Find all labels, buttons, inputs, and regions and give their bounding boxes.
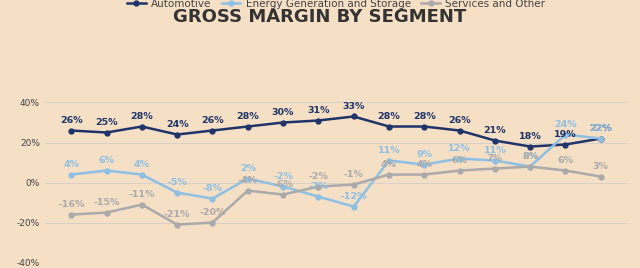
Text: -8%: -8% bbox=[202, 184, 223, 193]
Text: 3%: 3% bbox=[593, 162, 609, 171]
Text: 6%: 6% bbox=[99, 156, 115, 165]
Text: 19%: 19% bbox=[554, 130, 577, 139]
Text: 11%: 11% bbox=[378, 146, 400, 155]
Text: 8%: 8% bbox=[522, 152, 538, 161]
Text: -21%: -21% bbox=[164, 210, 191, 219]
Text: 28%: 28% bbox=[236, 112, 259, 121]
Text: 2%: 2% bbox=[240, 164, 256, 173]
Text: 6%: 6% bbox=[557, 156, 573, 165]
Text: 33%: 33% bbox=[342, 102, 365, 111]
Text: 9%: 9% bbox=[416, 150, 432, 159]
Text: -20%: -20% bbox=[199, 208, 226, 217]
Text: -5%: -5% bbox=[167, 178, 187, 187]
Text: 21%: 21% bbox=[484, 126, 506, 135]
Text: -1%: -1% bbox=[344, 170, 364, 179]
Text: 24%: 24% bbox=[166, 120, 188, 129]
Text: -2%: -2% bbox=[308, 172, 328, 181]
Text: 28%: 28% bbox=[378, 112, 401, 121]
Text: -16%: -16% bbox=[58, 200, 84, 209]
Text: GROSS MARGIN BY SEGMENT: GROSS MARGIN BY SEGMENT bbox=[173, 8, 467, 26]
Text: -7%: -7% bbox=[308, 182, 328, 191]
Legend: Automotive, Energy Generation and Storage, Services and Other: Automotive, Energy Generation and Storag… bbox=[127, 0, 545, 9]
Text: 12%: 12% bbox=[448, 144, 471, 153]
Text: -2%: -2% bbox=[273, 172, 293, 181]
Text: 28%: 28% bbox=[131, 112, 153, 121]
Text: 4%: 4% bbox=[63, 160, 79, 169]
Text: 31%: 31% bbox=[307, 106, 330, 115]
Text: 25%: 25% bbox=[95, 118, 118, 127]
Text: 26%: 26% bbox=[60, 116, 83, 125]
Text: 4%: 4% bbox=[381, 160, 397, 169]
Text: -15%: -15% bbox=[93, 198, 120, 207]
Text: 6%: 6% bbox=[452, 156, 468, 165]
Text: -6%: -6% bbox=[273, 180, 293, 189]
Text: 8%: 8% bbox=[522, 152, 538, 161]
Text: 26%: 26% bbox=[448, 116, 471, 125]
Text: -12%: -12% bbox=[340, 192, 367, 201]
Text: 22%: 22% bbox=[589, 124, 612, 133]
Text: 18%: 18% bbox=[519, 132, 541, 141]
Text: 26%: 26% bbox=[201, 116, 224, 125]
Text: 28%: 28% bbox=[413, 112, 436, 121]
Text: 4%: 4% bbox=[416, 160, 432, 169]
Text: 4%: 4% bbox=[134, 160, 150, 169]
Text: 22%: 22% bbox=[589, 124, 612, 133]
Text: -4%: -4% bbox=[238, 176, 258, 185]
Text: 30%: 30% bbox=[272, 108, 294, 117]
Text: 7%: 7% bbox=[487, 154, 503, 163]
Text: 24%: 24% bbox=[554, 120, 577, 129]
Text: -11%: -11% bbox=[129, 190, 155, 199]
Text: 11%: 11% bbox=[484, 146, 506, 155]
